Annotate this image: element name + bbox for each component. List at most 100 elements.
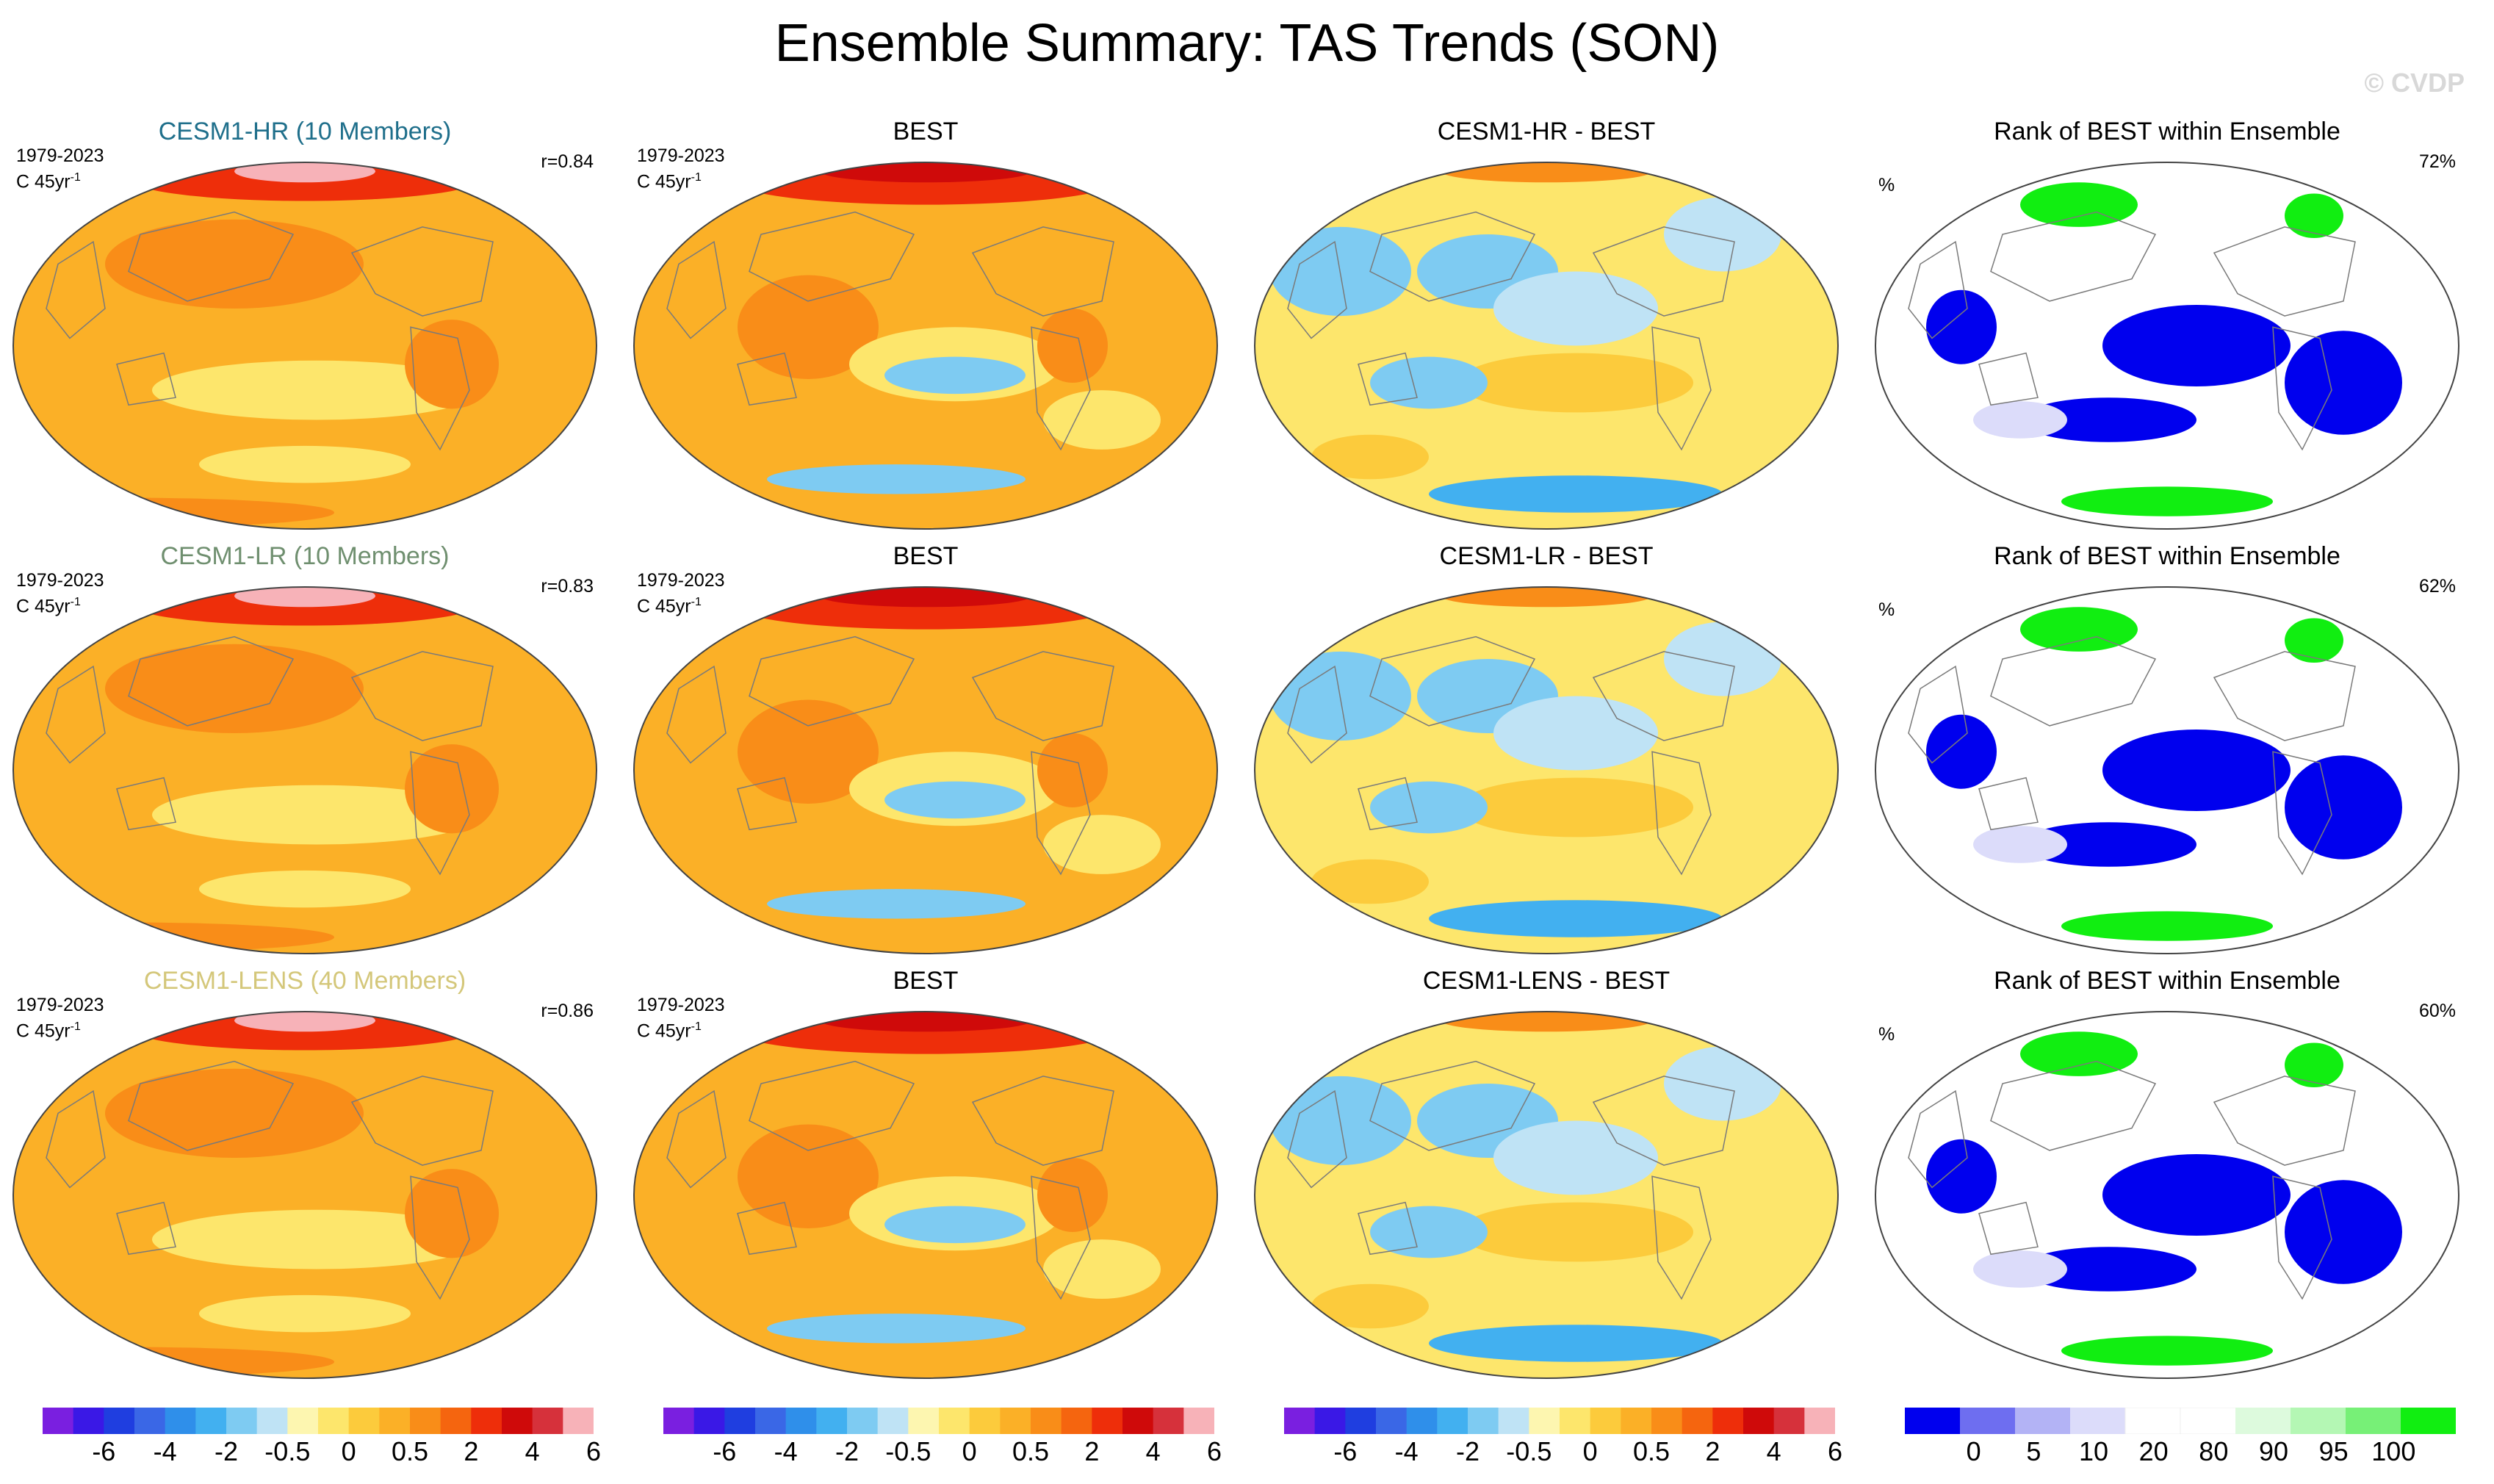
period-label: 1979-2023 <box>637 570 725 591</box>
map-panel-rank: Rank of BEST within Ensemble% 60% <box>1862 967 2472 1391</box>
map-field-region <box>1037 309 1108 383</box>
colorbar-swatch <box>1773 1408 1805 1434</box>
colorbar-swatch <box>1804 1408 1835 1434</box>
period-units-label: 1979-2023 C 45yr-1 <box>16 570 104 617</box>
map-outline <box>12 586 597 954</box>
map-field-region <box>1370 1206 1488 1258</box>
map-panel-diff: CESM1-LR - BEST <box>1241 542 1851 967</box>
coastline <box>1369 1060 1536 1151</box>
colorbar-swatch <box>1284 1408 1316 1434</box>
map-outline <box>12 162 597 530</box>
colorbar-swatch <box>1406 1408 1438 1434</box>
units-label: % <box>1878 175 1895 195</box>
coastline <box>1358 352 1418 406</box>
panel-title: CESM1-LR - BEST <box>1439 542 1654 570</box>
period-label: 1979-2023 <box>16 995 104 1015</box>
globe-map <box>1254 1011 1839 1379</box>
period-units-label: 1979-2023 C 45yr-1 <box>637 995 725 1042</box>
globe-map <box>633 1011 1218 1379</box>
colorbar-tick-label: -2 <box>214 1436 239 1466</box>
colorbar-swatch <box>226 1408 258 1434</box>
map-field-region <box>1370 356 1488 409</box>
colorbar-tick-label: 0 <box>341 1436 356 1466</box>
colorbar-swatch <box>563 1408 594 1434</box>
coastline <box>1592 226 1735 317</box>
map-field-region <box>1664 1046 1781 1121</box>
colorbar-swatch <box>939 1408 970 1434</box>
colorbar-swatch <box>1682 1408 1713 1434</box>
colorbar-swatch <box>663 1408 695 1434</box>
coastline <box>116 1201 176 1256</box>
coastline <box>46 665 106 764</box>
map-field-region <box>2020 1031 2138 1076</box>
units-text: C 45yr <box>637 1020 691 1042</box>
colorbar-tick-label: 2 <box>464 1436 479 1466</box>
map-field-region <box>2061 1336 2273 1366</box>
map-field-region <box>2020 1247 2196 1292</box>
map-field-region <box>405 744 499 834</box>
map-panel-trend: CESM1-LENS (40 Members) 1979-2023 C 45yr-1… <box>0 967 610 1391</box>
panel-title: Rank of BEST within Ensemble <box>1994 118 2340 145</box>
map-field-region <box>1493 271 1658 346</box>
map-field-region <box>199 870 411 908</box>
map-field-region <box>884 781 1026 819</box>
colorbar-swatch <box>1560 1408 1591 1434</box>
map-field-region <box>105 1068 364 1158</box>
coastline <box>1651 751 1712 876</box>
units-exponent: -1 <box>70 1020 81 1033</box>
globe-map <box>1875 162 2459 530</box>
colorbar-tick-label: -4 <box>774 1436 798 1466</box>
map-outline <box>633 162 1218 530</box>
figure-title: Ensemble Summary: TAS Trends (SON) <box>774 14 1720 73</box>
map-outline <box>12 1011 597 1379</box>
colorbar-swatch <box>1529 1408 1560 1434</box>
units-label: C 45yr-1 <box>16 167 104 192</box>
period-units-label: 1979-2023 C 45yr-1 <box>16 145 104 192</box>
coastline <box>128 635 295 727</box>
colorbar-tick-label: -0.5 <box>264 1436 311 1466</box>
map-field-region <box>1458 353 1693 413</box>
colorbar-tick-label: 0.5 <box>391 1436 429 1466</box>
coastline <box>1287 240 1347 339</box>
colorbar-swatch <box>1621 1408 1652 1434</box>
coastline <box>737 777 797 831</box>
colorbar-swatch <box>1651 1408 1683 1434</box>
colorbar-tick-label: 10 <box>2078 1436 2109 1466</box>
map-field-region <box>1973 401 2067 439</box>
colorbar-swatch <box>816 1408 848 1434</box>
map-field-region <box>1973 826 2067 863</box>
coastline <box>2213 226 2356 317</box>
colorbar-swatch <box>348 1408 380 1434</box>
map-field-region <box>152 785 481 845</box>
colorbar-tick-label: -2 <box>835 1436 859 1466</box>
map-field-region <box>2285 618 2343 663</box>
colorbar-labels: -6 -4 -2 -0.5 0 0.5 2 4 6 <box>43 1436 652 1473</box>
coastline <box>116 777 176 831</box>
map-field-region <box>767 1314 1026 1344</box>
colorbar-swatch <box>1712 1408 1744 1434</box>
map-field-region <box>2102 304 2291 387</box>
period-label: 1979-2023 <box>637 145 725 166</box>
units-exponent: -1 <box>691 1020 702 1033</box>
correlation-stat: r=0.83 <box>541 576 594 597</box>
map-field-region <box>1270 226 1411 317</box>
colorbar-swatch <box>2401 1408 2456 1434</box>
globe-map <box>12 1011 597 1379</box>
map-field-region <box>2285 331 2402 435</box>
map-field-region <box>2285 193 2343 239</box>
map-field-region <box>234 1012 375 1032</box>
colorbar-tick-label: 0.5 <box>1632 1436 1671 1466</box>
colorbar-tick-label: 2 <box>1705 1436 1720 1466</box>
map-outline <box>1875 586 2459 954</box>
colorbar-swatch <box>2180 1408 2236 1434</box>
units-exponent: -1 <box>70 596 81 608</box>
colorbar-swatch <box>1437 1408 1468 1434</box>
coastline <box>749 1060 915 1151</box>
coastline <box>410 1175 470 1300</box>
colorbar-swatch <box>1960 1408 2016 1434</box>
coastline <box>2213 651 2356 741</box>
colorbar-swatch <box>318 1408 350 1434</box>
coastline <box>2272 751 2332 876</box>
map-field-region <box>1270 1076 1411 1166</box>
map-field-region <box>1311 434 1429 480</box>
